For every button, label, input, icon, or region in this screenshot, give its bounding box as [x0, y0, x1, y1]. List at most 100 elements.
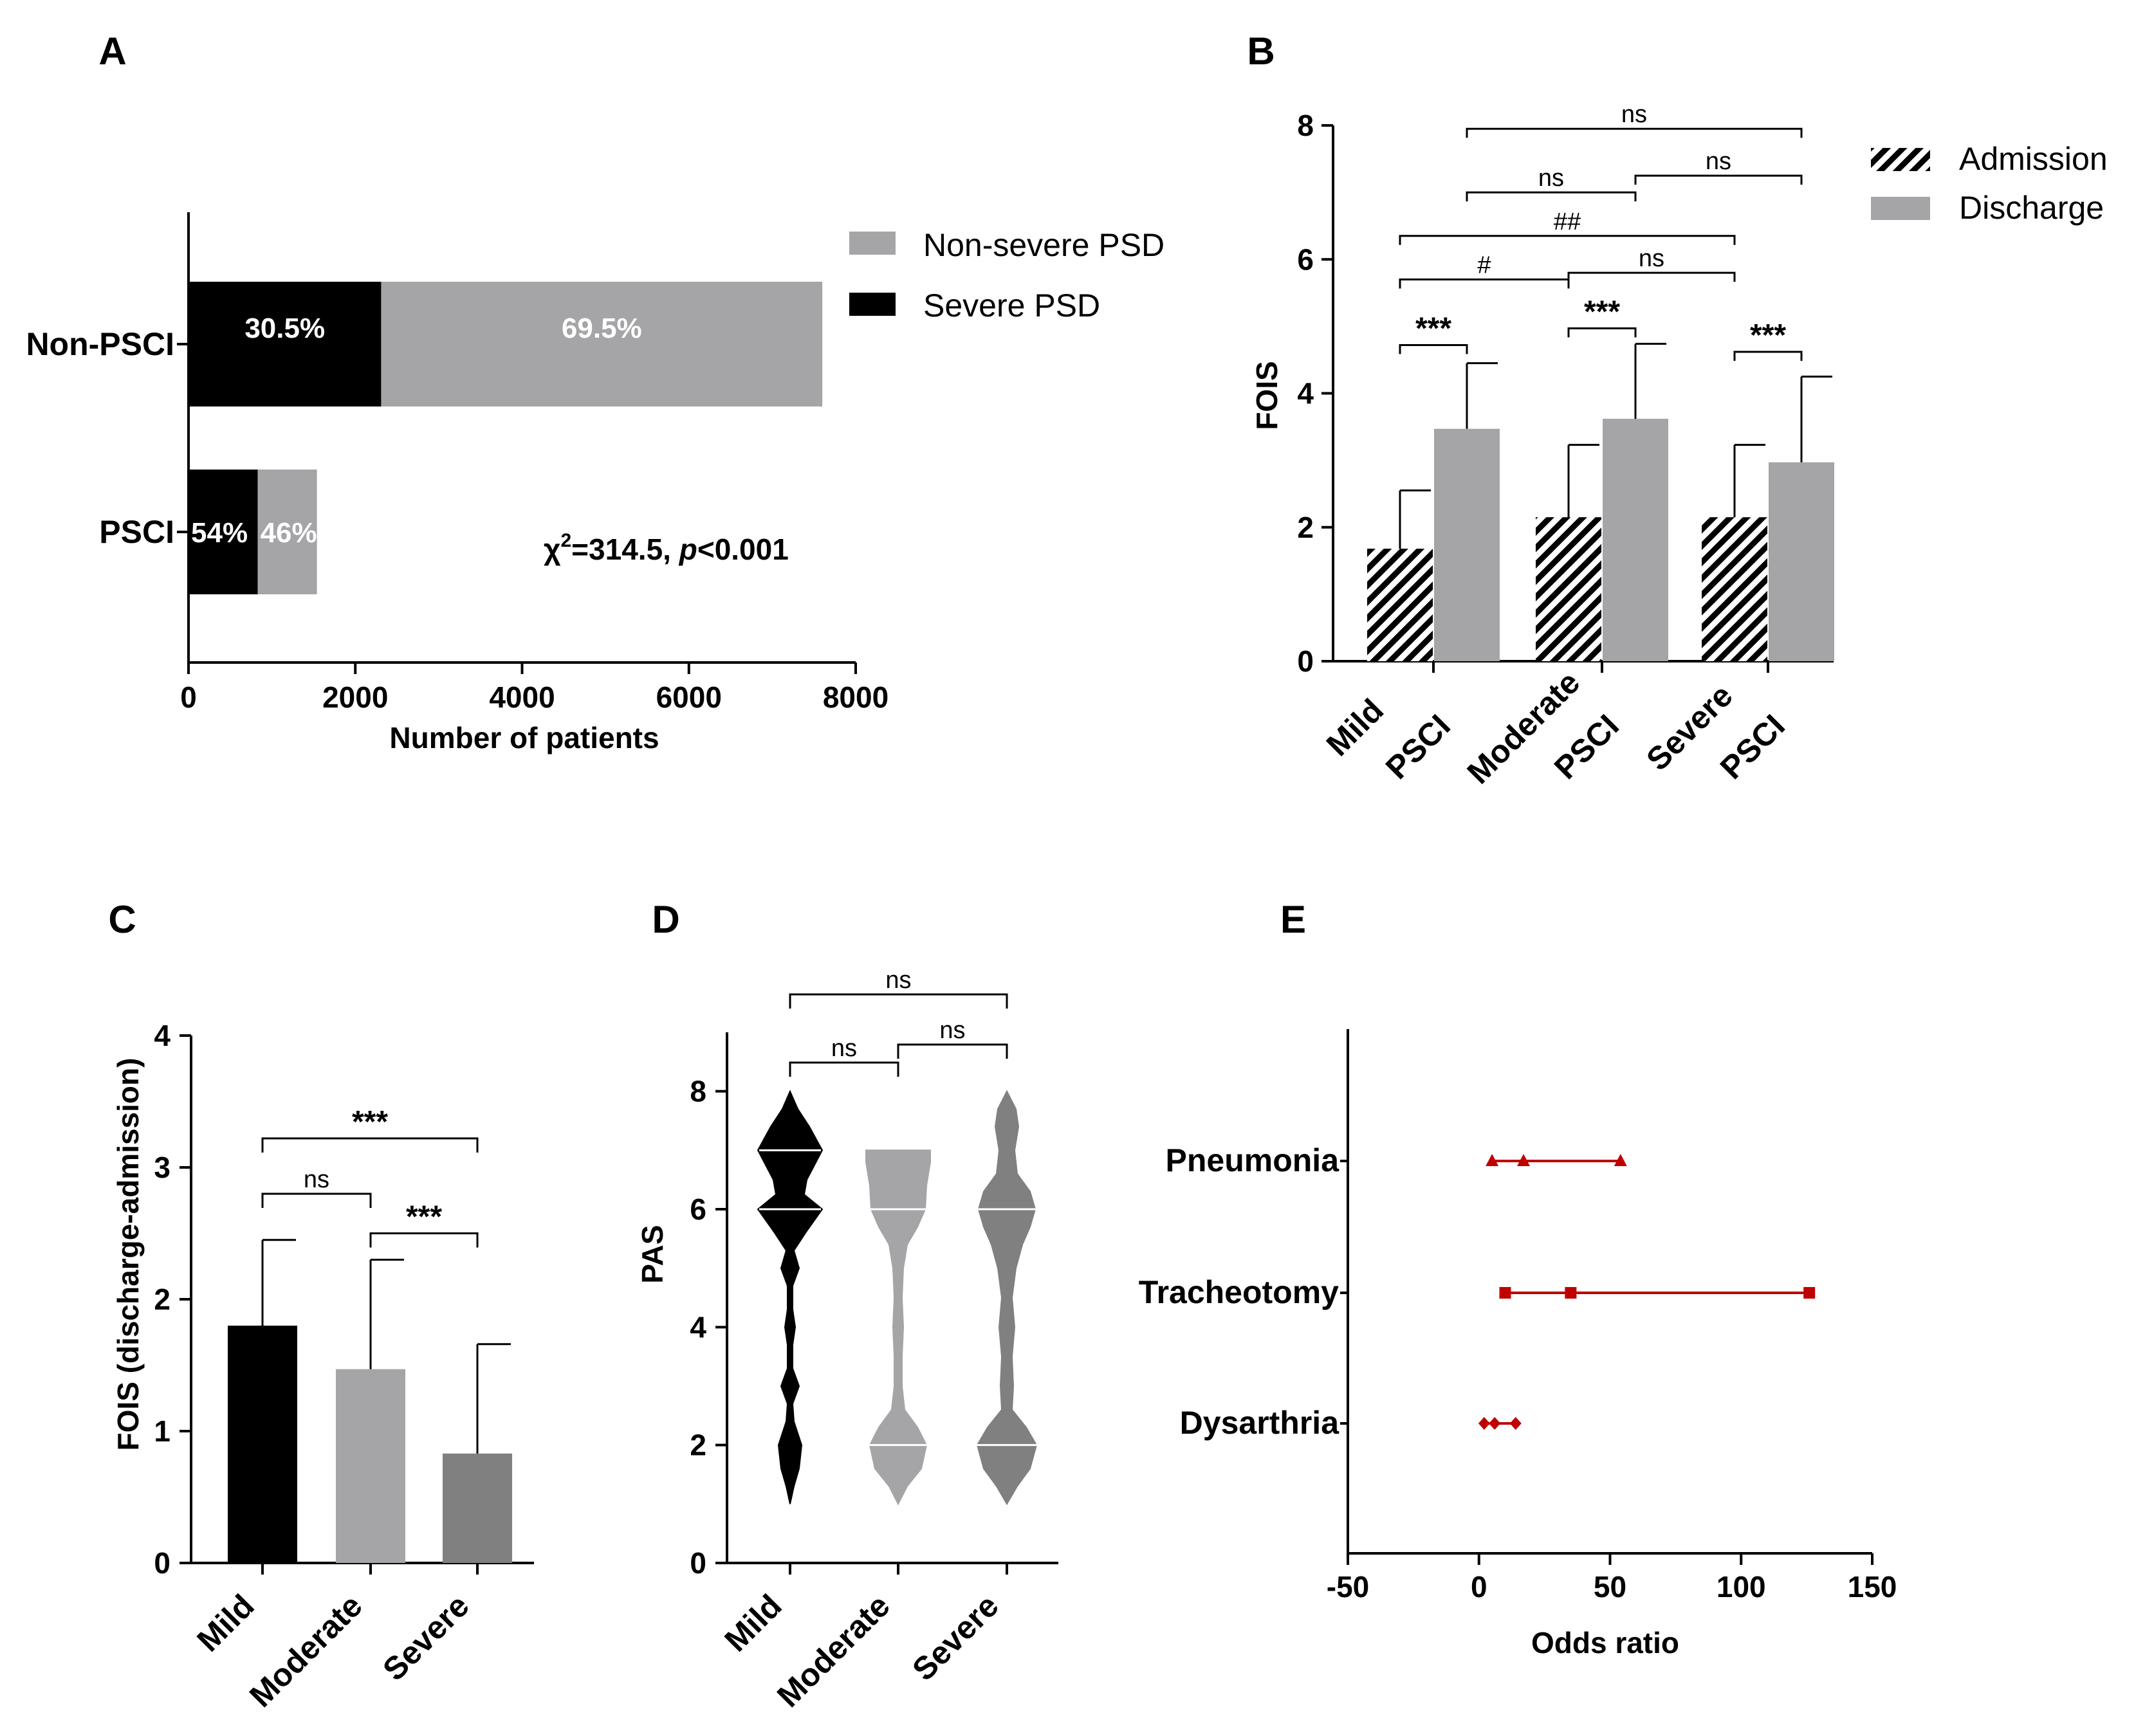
- panel-c-bars: [228, 1239, 512, 1563]
- panel-b-brackets: *** *** *** # ns ## ns ns ns: [1399, 101, 1803, 361]
- bar-non-severe-psd-psci: [257, 470, 317, 594]
- panel-c-ytick-label: 1: [154, 1414, 170, 1448]
- panel-c-ytick-label: 2: [154, 1283, 170, 1316]
- panel-e-label: E: [1280, 898, 1306, 941]
- panel-e-xlabel: Odds ratio: [1531, 1626, 1679, 1659]
- panel-c-category-label: Mild: [190, 1587, 261, 1658]
- panel-a: A 0 2000 4000 6000 8000 Non-PSCI PSCI 30.5% 69.…: [26, 30, 1165, 754]
- legend-swatch-severe: [849, 293, 896, 316]
- or-point-dysarthria: [1489, 1417, 1501, 1430]
- panel-d-bracket-2-line: [789, 993, 1008, 1009]
- bar-discharge-mild: [1434, 428, 1500, 661]
- panel-b-legend: Admission Discharge: [1871, 141, 2108, 226]
- panel-d-bracket-0-label: ns: [831, 1035, 857, 1062]
- panel-c-bracket-0-label: ***: [352, 1105, 388, 1139]
- bar-discharge-moderate: [1603, 419, 1668, 661]
- panel-d-label: D: [652, 898, 679, 941]
- panel-d-ytick-label: 8: [690, 1075, 706, 1108]
- panel-b-bracket-8-line: [1466, 127, 1803, 138]
- panel-a-xtick-label: 6000: [656, 681, 722, 714]
- bar-data-label: 54%: [191, 517, 248, 549]
- ci-endpoint-tracheotomy: [1499, 1287, 1511, 1299]
- panel-b-bracket-7-line: [1634, 174, 1803, 185]
- panel-e-xtick-label: 0: [1471, 1570, 1487, 1604]
- panel-e-axes: -50 0 50 100 150 Pneumonia Tracheotomy Dysarthr…: [1139, 1029, 1897, 1604]
- legend-discharge: Discharge: [1959, 190, 2104, 226]
- chi-square-annotation: χ2=314.5, p<0.001: [544, 530, 789, 566]
- panel-b-bracket-3-line: [1399, 278, 1570, 289]
- legend-swatch-non-severe: [849, 232, 896, 255]
- ci-endpoint-dysarthria: [1509, 1417, 1522, 1430]
- bar-severe-psd-non-psci: [189, 282, 382, 407]
- panel-b-bracket-0-line: [1399, 344, 1468, 354]
- panel-a-xtick-label: 8000: [823, 681, 888, 714]
- bar-moderate: [336, 1369, 405, 1563]
- panel-c-category-label: Severe: [376, 1587, 476, 1688]
- panel-d-bracket-2-label: ns: [885, 967, 911, 994]
- violin-severe: [976, 1090, 1038, 1506]
- legend-swatch-admission: [1871, 148, 1930, 171]
- panel-e-xtick-label: 150: [1848, 1570, 1897, 1604]
- bar-severe: [443, 1453, 512, 1563]
- panel-d-ytick-label: 2: [690, 1429, 706, 1462]
- bar-data-label: 46%: [261, 517, 317, 549]
- panel-b-bracket-3-label: #: [1477, 251, 1491, 279]
- panel-a-category-label: PSCI: [99, 514, 174, 550]
- panel-a-xtick-label: 0: [180, 681, 197, 714]
- bar-severe-psd-psci: [189, 470, 258, 594]
- panel-a-xtick-label: 2000: [322, 681, 388, 714]
- panel-b-ytick-label: 4: [1297, 377, 1314, 410]
- panel-e-category-label: Dysarthria: [1180, 1405, 1340, 1441]
- bar-data-label: 69.5%: [562, 313, 642, 344]
- panel-b-bracket-2-label: ***: [1750, 318, 1786, 352]
- or-point-pneumonia: [1517, 1154, 1531, 1166]
- panel-c-bracket-2-label: ***: [406, 1200, 442, 1234]
- panel-a-axes: 0 2000 4000 6000 8000 Non-PSCI PSCI: [26, 212, 888, 714]
- ci-endpoint-dysarthria: [1478, 1417, 1490, 1430]
- violin-mild: [757, 1090, 824, 1504]
- panel-b-category-label: PSCI: [1547, 708, 1626, 786]
- panel-a-label: A: [98, 30, 126, 73]
- panel-b-category-label: PSCI: [1713, 708, 1792, 786]
- panel-c-ytick-label: 0: [154, 1546, 170, 1580]
- panel-b-ytick-label: 2: [1297, 511, 1314, 544]
- panel-c-category-label: Moderate: [243, 1587, 369, 1714]
- panel-b-category-label: PSCI: [1379, 708, 1457, 786]
- panel-e-xtick-label: -50: [1327, 1570, 1369, 1604]
- panel-d-ylabel: PAS: [636, 1225, 669, 1283]
- panel-b-bracket-2-line: [1733, 351, 1803, 361]
- panel-d-ytick-label: 4: [690, 1310, 706, 1344]
- or-point-tracheotomy: [1565, 1287, 1577, 1299]
- panel-b-bracket-7-label: ns: [1706, 148, 1731, 175]
- panel-d-ytick-label: 6: [690, 1192, 706, 1226]
- panel-e-xtick-label: 50: [1594, 1570, 1626, 1604]
- bar-admission-mild: [1367, 549, 1433, 661]
- bar-discharge-severe: [1769, 462, 1834, 661]
- panel-b-bracket-4-line: [1567, 271, 1736, 282]
- panel-e-category-label: Pneumonia: [1166, 1142, 1340, 1178]
- legend-severe-psd: Severe PSD: [923, 288, 1100, 324]
- panel-d-ytick-label: 0: [690, 1546, 706, 1580]
- legend-admission: Admission: [1959, 141, 2108, 177]
- panel-c-bracket-1-label: ns: [304, 1166, 329, 1193]
- panel-c-ylabel: FOIS (discharge-admission): [111, 1058, 145, 1451]
- panel-e-category-label: Tracheotomy: [1139, 1274, 1339, 1310]
- panel-c-ytick-label: 3: [154, 1151, 170, 1184]
- bar-admission-moderate: [1536, 517, 1601, 661]
- panel-b-bracket-1-label: ***: [1584, 295, 1620, 329]
- bar-admission-severe: [1702, 517, 1767, 661]
- panel-a-xlabel: Number of patients: [389, 721, 659, 754]
- ci-endpoint-pneumonia: [1614, 1154, 1627, 1166]
- panel-b-bracket-5-label: ##: [1554, 208, 1581, 235]
- panel-c-ytick-label: 4: [154, 1019, 170, 1052]
- panel-b-bracket-1-line: [1567, 327, 1637, 338]
- panel-b-bracket-6-line: [1466, 191, 1637, 202]
- panel-c-label: C: [108, 898, 136, 941]
- legend-non-severe-psd: Non-severe PSD: [923, 227, 1165, 263]
- legend-swatch-discharge: [1871, 197, 1930, 220]
- panel-e-xtick-label: 100: [1717, 1570, 1766, 1604]
